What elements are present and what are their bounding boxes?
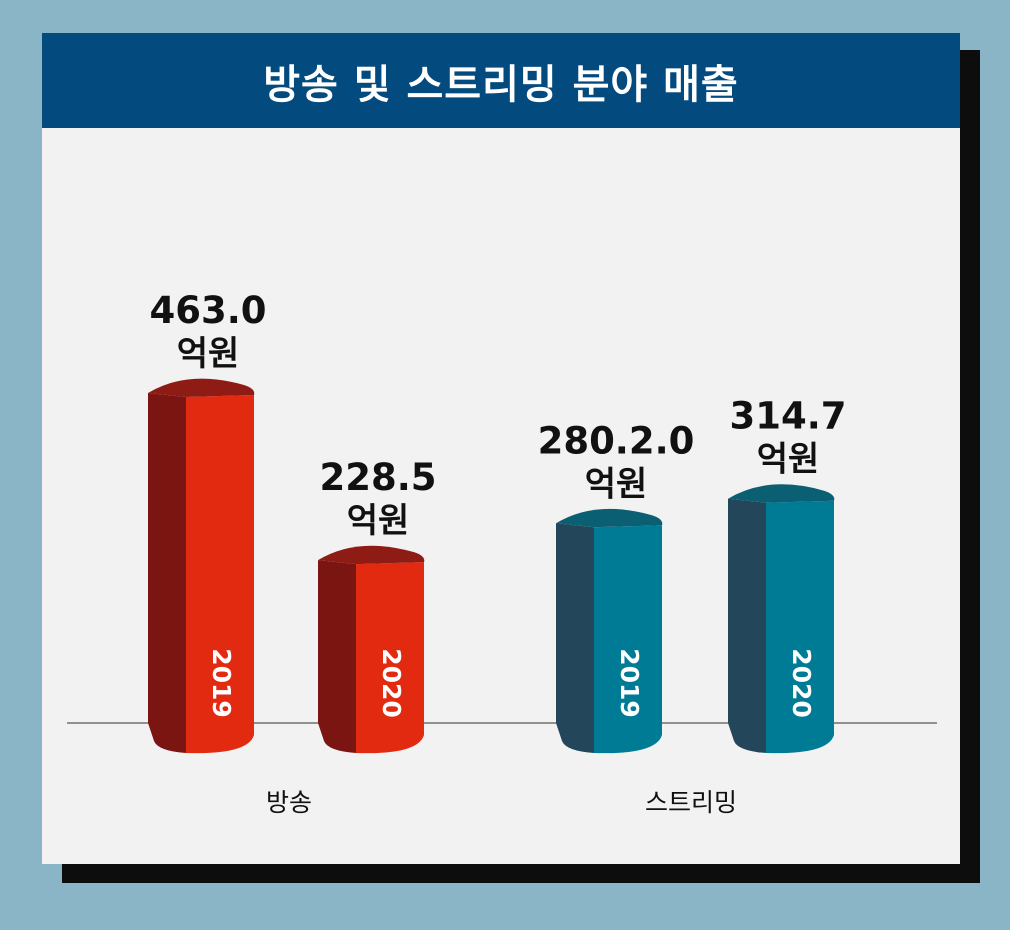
category-label: 스트리밍: [645, 788, 737, 817]
bar-year-label: 2020: [787, 648, 816, 718]
bar-front-face: [356, 562, 424, 754]
bar-top-face: [318, 545, 425, 565]
bar-year-label: 2020: [377, 648, 406, 718]
bar-value-label: 314.7: [729, 395, 846, 438]
bar-front-face: [766, 500, 834, 754]
bar-unit-label: 억원: [585, 464, 648, 504]
bar-unit-label: 억원: [177, 334, 240, 374]
bar-value-label: 463.0: [149, 289, 266, 332]
title-bar: 방송 및 스트리밍 분야 매출: [42, 33, 960, 128]
category-label: 방송: [266, 788, 312, 817]
bar-top-face: [556, 508, 663, 528]
bar-top-face: [148, 378, 255, 397]
bar-side-face: [148, 393, 186, 753]
chart-title: 방송 및 스트리밍 분야 매출: [263, 61, 739, 108]
bar-unit-label: 억원: [757, 440, 820, 480]
bar-front-face: [594, 525, 662, 754]
bar-side-face: [728, 498, 766, 753]
bar-value-label: 280.2.0: [538, 419, 695, 462]
bar-chart: 2019463.0억원2020228.5억원2019280.2.0억원20203…: [67, 289, 937, 817]
bar-front-face: [186, 395, 254, 754]
bar-side-face: [556, 523, 594, 753]
bar-value-label: 228.5: [319, 456, 436, 499]
bar-year-label: 2019: [207, 648, 236, 718]
bar-unit-label: 억원: [347, 501, 410, 541]
bar-year-label: 2019: [615, 648, 644, 718]
chart-card: 방송 및 스트리밍 분야 매출 2019 463.0 억원 2020 228.5 억원 20…: [42, 33, 960, 864]
bar-top-face: [728, 484, 835, 503]
bar-side-face: [318, 560, 356, 753]
